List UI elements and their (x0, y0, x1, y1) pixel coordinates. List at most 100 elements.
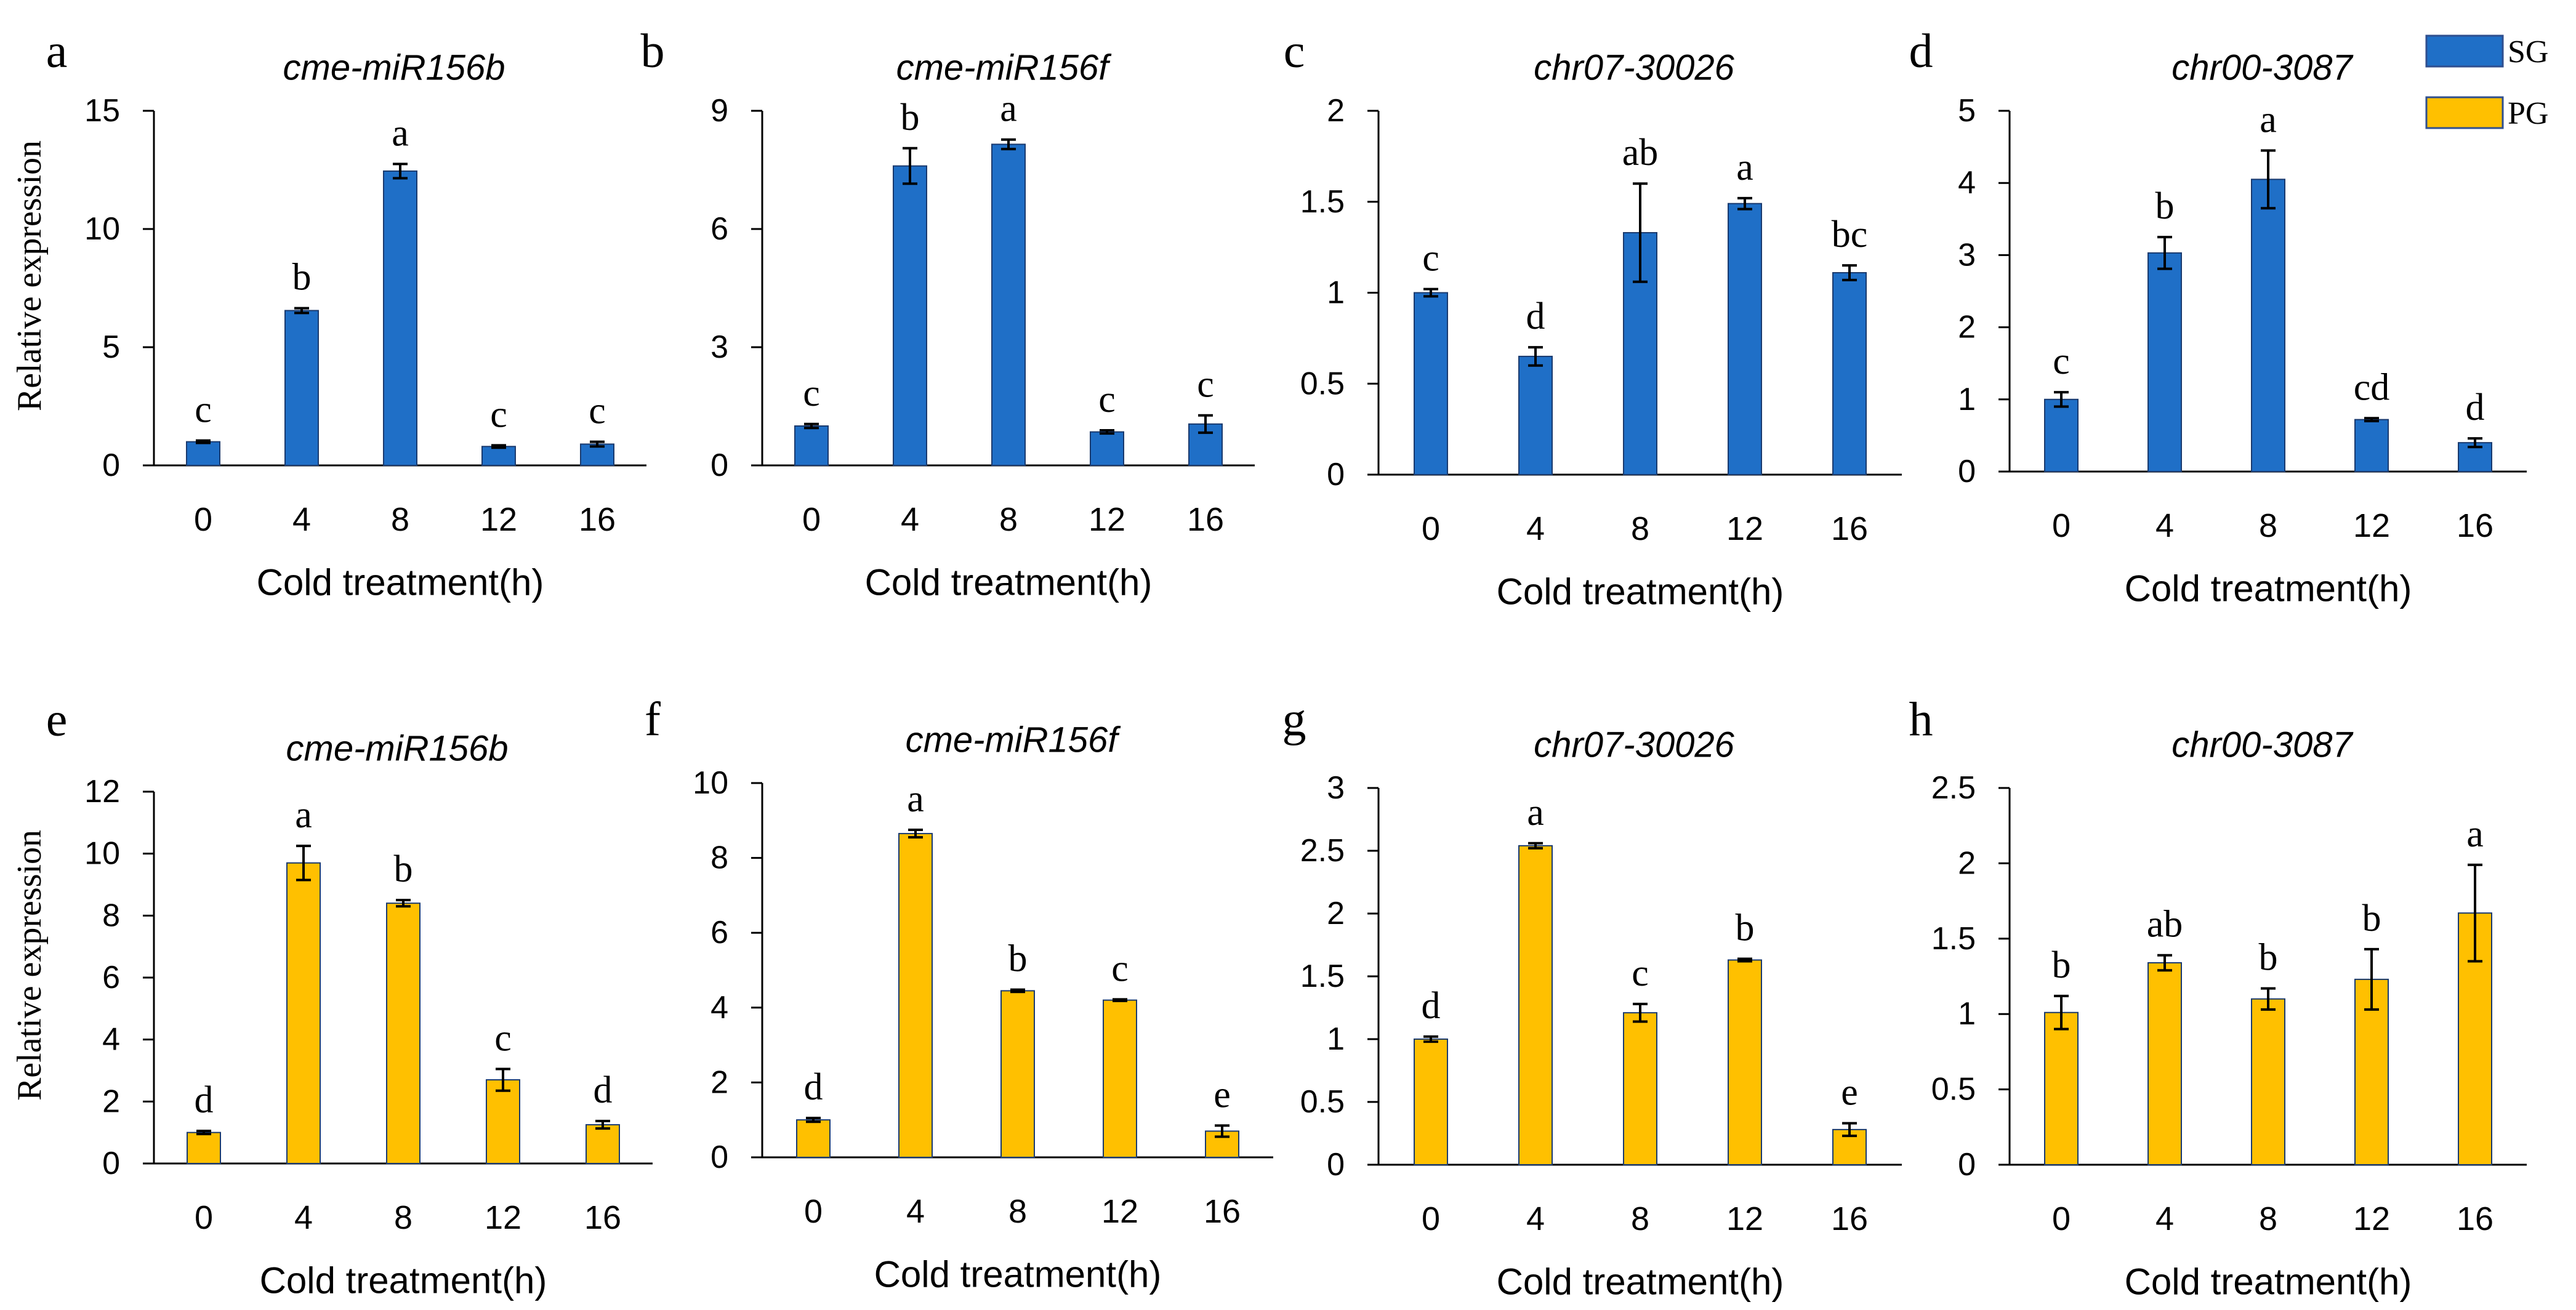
y-tick-label: 12 (84, 774, 120, 810)
chart-title: cme-miR156f (896, 48, 1113, 88)
bar (1832, 271, 1867, 475)
x-tick-label: 12 (2353, 1200, 2390, 1237)
significance-letter: bc (1832, 214, 1868, 255)
significance-letter: c (803, 372, 820, 414)
x-tick-label: 8 (1631, 1200, 1649, 1237)
significance-letter: d (2466, 387, 2485, 428)
x-axis-title: Cold treatment(h) (2125, 568, 2412, 609)
y-tick-label: 1 (1958, 996, 1976, 1032)
x-tick-label: 8 (999, 501, 1018, 538)
x-tick-label: 16 (579, 501, 616, 538)
y-tick-label: 0 (1327, 457, 1345, 492)
significance-letter: a (907, 778, 924, 820)
x-tick-label: 8 (2259, 507, 2277, 544)
y-tick-label: 0 (710, 1139, 728, 1175)
y-tick-label: 1 (1958, 382, 1976, 417)
x-axis-title: Cold treatment(h) (874, 1254, 1162, 1295)
chart-title: chr07-30026 (1534, 48, 1734, 88)
y-tick-label: 1.5 (1300, 958, 1345, 994)
y-tick-label: 3 (1327, 770, 1345, 806)
chart-title: cme-miR156b (283, 48, 505, 88)
bar (186, 441, 220, 466)
panel-letter: d (1909, 24, 1933, 78)
x-tick-label: 4 (1526, 510, 1545, 547)
x-tick-label: 8 (1008, 1193, 1027, 1230)
y-tick-label: 10 (84, 211, 120, 247)
y-axis-title: Relative expression (10, 140, 49, 411)
significance-letter: a (1527, 792, 1544, 834)
x-tick-label: 0 (194, 501, 212, 538)
bar (1728, 959, 1762, 1165)
chart-panel-g: g chr07-30026 0 0.5 1 1.5 2 2.5 3 d 0 a 4 c 8 b 12 e 16 Col… (1282, 693, 1902, 1303)
x-tick-label: 0 (802, 501, 821, 538)
panel-letter: e (46, 693, 68, 746)
x-tick-label: 4 (1526, 1200, 1545, 1237)
legend: SG PG (2425, 34, 2548, 131)
x-tick-label: 12 (1101, 1193, 1138, 1230)
y-tick-label: 5 (102, 329, 120, 365)
significance-letter: cd (2354, 366, 2390, 408)
legend-swatch-pg (2425, 96, 2504, 129)
bar (2147, 962, 2182, 1166)
x-tick-label: 0 (804, 1193, 823, 1230)
bar (1728, 203, 1762, 475)
chart-title: cme-miR156b (286, 729, 509, 769)
significance-letter: a (1736, 147, 1753, 188)
significance-letter: a (2260, 98, 2277, 140)
y-tick-label: 0.5 (1300, 1084, 1345, 1120)
bar (2044, 398, 2079, 472)
significance-letter: ab (2147, 904, 2183, 946)
y-tick-label: 0 (1958, 1147, 1976, 1183)
x-tick-label: 12 (2353, 507, 2390, 544)
significance-letter: b (2362, 898, 2381, 939)
significance-letter: b (2259, 937, 2278, 979)
bar (1414, 1039, 1448, 1165)
significance-letter: d (195, 1079, 214, 1121)
significance-letter: b (2155, 185, 2175, 227)
panel-letter: h (1909, 693, 1933, 746)
chart-panel-c: c chr07-3002600.511.52c0d4ab8a12bc16Cold … (1284, 24, 1902, 613)
significance-letter: b (1008, 938, 1028, 980)
x-tick-label: 0 (1422, 1200, 1440, 1237)
x-tick-label: 8 (391, 501, 409, 538)
significance-letter: d (804, 1066, 823, 1108)
bar (481, 446, 516, 467)
x-tick-label: 12 (485, 1199, 521, 1236)
y-tick-label: 0 (102, 1146, 120, 1181)
x-axis-title: Cold treatment(h) (260, 1260, 547, 1301)
significance-letter: c (1098, 379, 1116, 420)
y-tick-label: 2.5 (1300, 833, 1345, 869)
bar (1000, 990, 1035, 1158)
y-tick-label: 0 (102, 448, 120, 483)
significance-letter: b (901, 97, 920, 139)
y-tick-label: 0.5 (1300, 366, 1345, 401)
x-tick-label: 16 (1831, 510, 1868, 547)
bar (1518, 845, 1553, 1165)
x-tick-label: 12 (480, 501, 517, 538)
significance-letter: ab (1622, 132, 1659, 174)
significance-letter: b (1736, 907, 1755, 949)
significance-letter: c (490, 393, 507, 435)
x-tick-label: 12 (1726, 1200, 1763, 1237)
bar (386, 902, 421, 1164)
bar (2354, 419, 2389, 473)
x-tick-label: 4 (901, 501, 919, 538)
x-tick-label: 16 (2457, 1200, 2493, 1237)
x-tick-label: 0 (2052, 1200, 2071, 1237)
bar (284, 310, 319, 467)
chart-title: cme-miR156f (906, 720, 1122, 760)
y-tick-label: 2 (102, 1083, 120, 1119)
x-tick-label: 8 (2259, 1200, 2277, 1237)
significance-letter: e (1214, 1074, 1231, 1115)
significance-letter: c (589, 390, 606, 432)
significance-letter: e (1841, 1072, 1858, 1114)
bar (187, 1131, 221, 1164)
bar (1103, 999, 1137, 1159)
x-tick-label: 0 (2052, 507, 2071, 544)
x-tick-label: 16 (584, 1199, 621, 1236)
y-tick-label: 1.5 (1300, 184, 1345, 220)
y-tick-label: 4 (102, 1022, 120, 1058)
y-tick-label: 1 (1327, 1021, 1345, 1057)
y-tick-label: 6 (710, 211, 728, 247)
chart-panel-b: b cme-miR156f 0 3 6 9 c 0 b 4 a 8 c 12 c 16 Cold treatme… (641, 24, 1255, 603)
